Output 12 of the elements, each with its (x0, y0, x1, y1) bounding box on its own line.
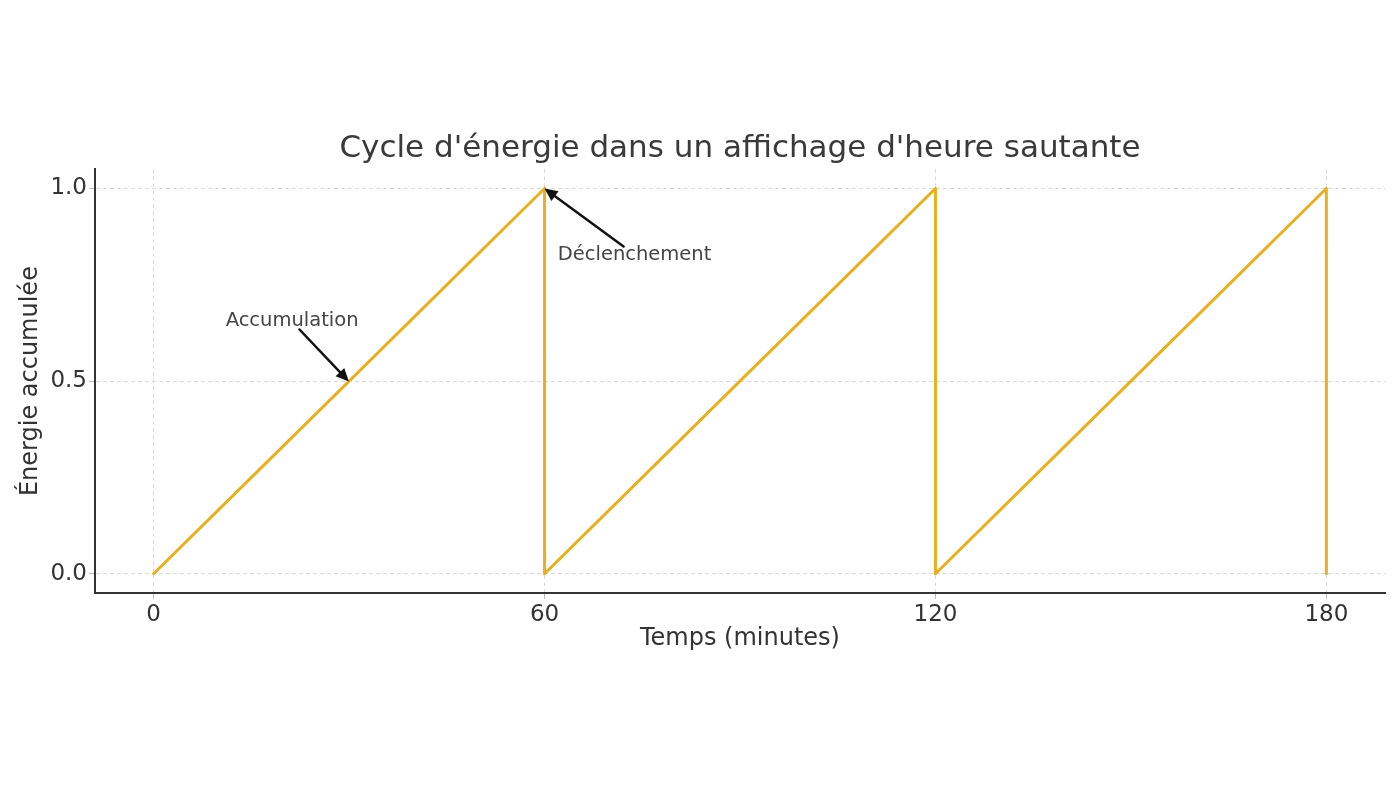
y-tick-label: 0.0 (50, 558, 87, 585)
x-tick-label: 0 (146, 599, 161, 626)
x-tick-label: 60 (529, 599, 560, 626)
y-axis-title: Énergie accumulée (13, 266, 43, 497)
y-tick-label: 1.0 (50, 173, 87, 200)
annotation: Déclenchement (557, 241, 712, 265)
x-tick-label: 180 (1304, 599, 1349, 626)
annotation: Accumulation (225, 308, 359, 332)
chart-title: Cycle d'énergie dans un affichage d'heure sautante (339, 127, 1141, 164)
x-axis-title: Temps (minutes) (639, 622, 840, 651)
x-tick-label: 120 (913, 599, 958, 626)
y-tick-label: 0.5 (50, 366, 87, 393)
